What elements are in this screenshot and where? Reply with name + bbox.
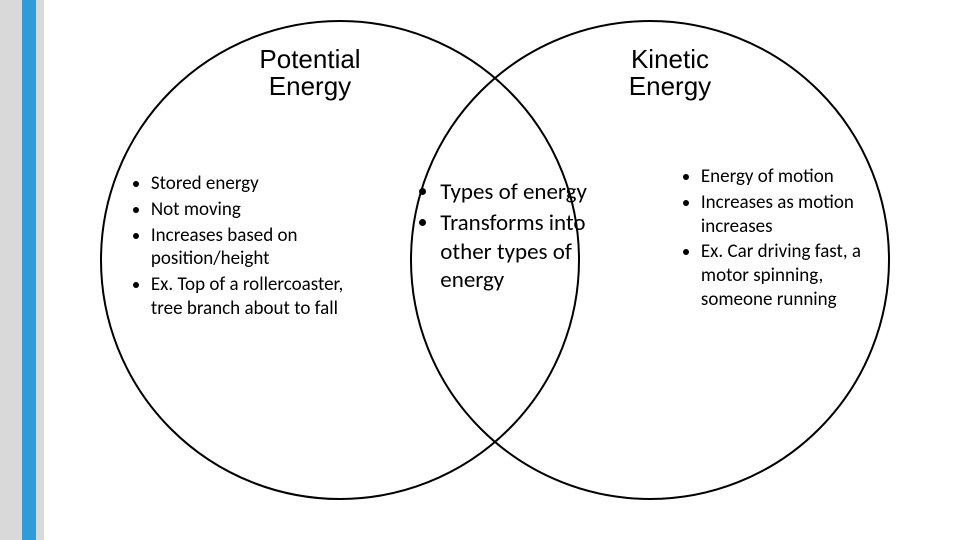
list-item: Transforms into other types of energy [440, 209, 590, 295]
sidebar-bar-mid [22, 0, 36, 540]
venn-middle-list: Types of energyTransforms into other typ… [415, 178, 590, 297]
venn-left-ul: Stored energyNot movingIncreases based o… [130, 172, 375, 321]
sidebar-bar-inner [36, 0, 44, 540]
venn-middle-ul: Types of energyTransforms into other typ… [415, 178, 590, 295]
list-item: Increases based on position/height [151, 224, 375, 272]
list-item: Not moving [151, 198, 375, 222]
list-item: Types of energy [440, 178, 590, 207]
venn-right-ul: Energy of motionIncreases as motion incr… [680, 165, 870, 312]
sidebar-accent [0, 0, 44, 540]
sidebar-bar-outer [0, 0, 22, 540]
venn-left-title: PotentialEnergy [210, 46, 410, 101]
venn-right-title: KineticEnergy [570, 46, 770, 101]
venn-right-list: Energy of motionIncreases as motion incr… [680, 165, 870, 314]
venn-left-list: Stored energyNot movingIncreases based o… [130, 172, 375, 323]
slide-stage: PotentialEnergy KineticEnergy Stored ene… [0, 0, 960, 540]
list-item: Ex. Car driving fast, a motor spinning, … [701, 240, 870, 311]
list-item: Energy of motion [701, 165, 870, 189]
list-item: Increases as motion increases [701, 191, 870, 239]
list-item: Stored energy [151, 172, 375, 196]
list-item: Ex. Top of a rollercoaster, tree branch … [151, 273, 375, 321]
